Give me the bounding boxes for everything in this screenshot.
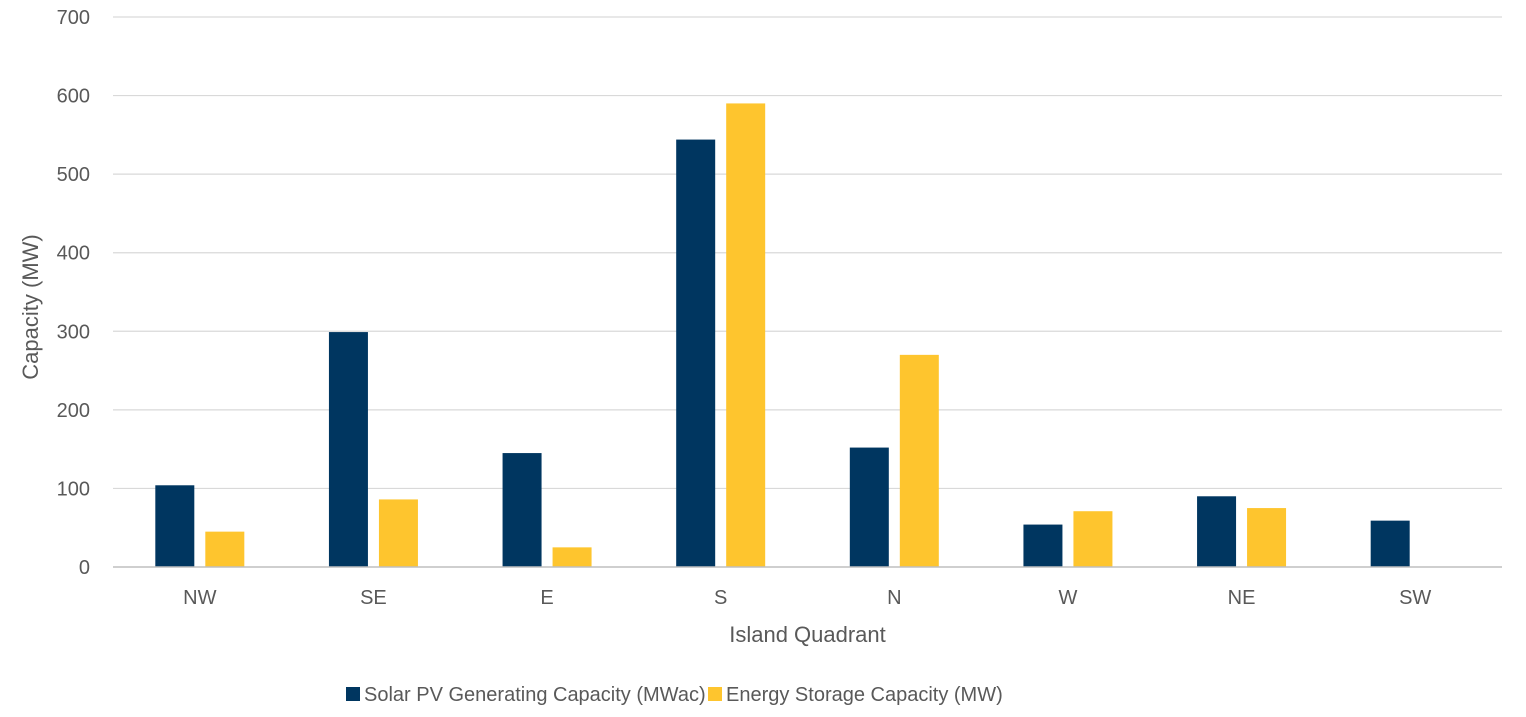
y-tick-label: 700	[57, 7, 90, 29]
bar-se-series-1	[328, 332, 368, 567]
x-tick-label: N	[887, 587, 901, 609]
x-tick-label: E	[540, 587, 553, 609]
legend-swatch-series-2	[708, 687, 722, 701]
bar-w-series-2	[1073, 511, 1113, 567]
x-tick-label: SE	[360, 587, 387, 609]
bar-sw-series-1	[1370, 520, 1410, 567]
x-tick-label: NW	[183, 587, 216, 609]
bar-ne-series-2	[1247, 508, 1287, 567]
legend: Solar PV Generating Capacity (MWac) Energ…	[346, 684, 1003, 706]
bar-nw-series-2	[205, 531, 245, 567]
y-tick-label: 100	[57, 478, 90, 500]
y-tick-label: 400	[57, 243, 90, 265]
x-axis-title: Island Quadrant	[729, 622, 886, 647]
x-tick-label: S	[714, 587, 727, 609]
y-tick-labels: 0 100 200 300 400 500 600 700	[57, 7, 90, 579]
legend-label-series-2: Energy Storage Capacity (MW)	[726, 684, 1003, 706]
legend-label-series-1: Solar PV Generating Capacity (MWac)	[364, 684, 706, 706]
x-tick-label: W	[1058, 587, 1077, 609]
bar-n-series-1	[849, 447, 889, 567]
bar-n-series-2	[899, 354, 939, 567]
y-tick-label: 500	[57, 164, 90, 186]
y-tick-label: 600	[57, 86, 90, 108]
bars	[155, 103, 1410, 568]
bar-e-series-2	[552, 547, 592, 567]
gridlines	[113, 16, 1502, 490]
bar-se-series-2	[378, 499, 418, 567]
y-tick-label: 300	[57, 321, 90, 343]
bar-nw-series-1	[155, 485, 195, 567]
bar-s-series-1	[676, 139, 716, 568]
x-tick-label: NE	[1228, 587, 1256, 609]
bar-w-series-1	[1023, 524, 1063, 567]
legend-swatch-series-1	[346, 687, 360, 701]
x-tick-label: SW	[1399, 587, 1431, 609]
bar-s-series-2	[726, 103, 766, 567]
y-tick-label: 0	[79, 557, 90, 579]
bar-ne-series-1	[1197, 496, 1237, 567]
bar-e-series-1	[502, 453, 542, 567]
y-axis-title: Capacity (MW)	[18, 234, 43, 379]
y-tick-label: 200	[57, 400, 90, 422]
x-tick-labels: NW SE E S N W NE SW	[183, 587, 1431, 609]
